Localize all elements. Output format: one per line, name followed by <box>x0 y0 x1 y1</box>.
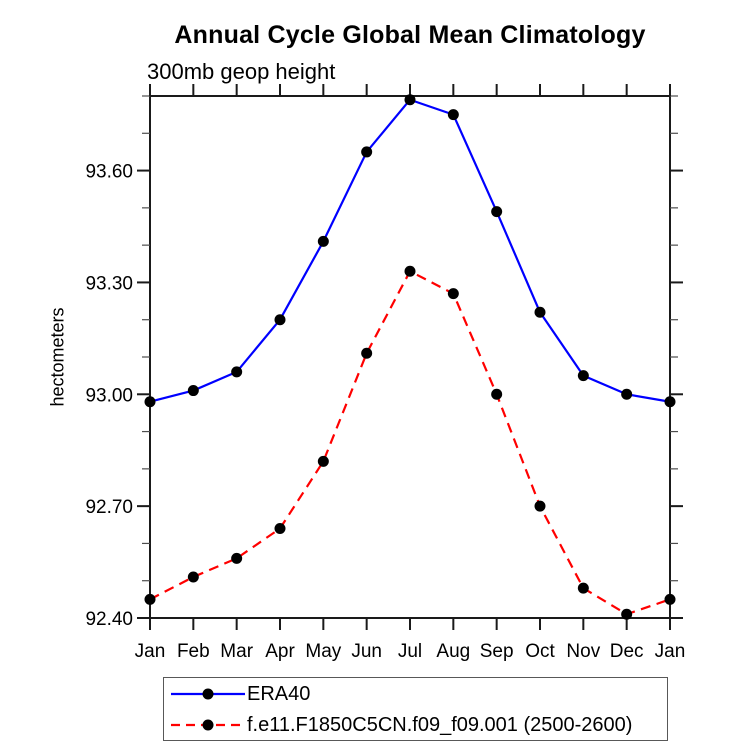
series-marker-1 <box>231 552 243 564</box>
legend-sample-solid-line <box>171 688 245 699</box>
x-tick-label: Dec <box>610 641 644 662</box>
x-tick-label: Sep <box>480 641 514 662</box>
plot-frame <box>149 95 671 619</box>
series-marker-0 <box>187 385 199 397</box>
series-line-0 <box>149 98 671 403</box>
series-marker-0 <box>447 109 459 121</box>
series-line-1 <box>149 270 671 616</box>
series-marker-0 <box>577 370 589 382</box>
y-tick-label: 92.70 <box>85 497 133 518</box>
series-marker-1 <box>187 571 199 583</box>
y-tick-label: 92.40 <box>85 609 133 630</box>
chart-title: Annual Cycle Global Mean Climatology <box>174 21 646 49</box>
series-marker-0 <box>144 396 156 408</box>
series-marker-1 <box>534 500 546 512</box>
series-marker-0 <box>621 388 633 400</box>
series-marker-1 <box>664 593 676 605</box>
legend-marker-model <box>202 719 214 730</box>
series-marker-1 <box>491 388 503 400</box>
x-tick-label: May <box>305 641 341 662</box>
series-marker-0 <box>361 146 373 158</box>
legend-marker-era40 <box>202 688 214 699</box>
series-marker-0 <box>664 396 676 408</box>
x-tick-label: Jan <box>655 641 686 662</box>
x-tick-label: Mar <box>220 641 253 662</box>
y-tick-label: 93.30 <box>85 273 133 294</box>
series-marker-1 <box>274 523 286 535</box>
y-tick-label: 93.60 <box>85 162 133 183</box>
x-tick-label: Jul <box>398 641 422 662</box>
series-marker-1 <box>361 347 373 359</box>
series-marker-0 <box>274 314 286 326</box>
legend-row-era40: ERA40 <box>169 680 667 708</box>
series-marker-1 <box>317 455 329 467</box>
series-marker-0 <box>317 235 329 247</box>
x-tick-label: Aug <box>436 641 470 662</box>
legend-label-era40: ERA40 <box>247 682 311 705</box>
legend-label-model: f.e11.F1850C5CN.f09_f09.001 (2500-2600) <box>247 713 633 736</box>
series-marker-1 <box>621 608 633 620</box>
series-marker-1 <box>577 582 589 594</box>
series-marker-0 <box>404 94 416 106</box>
x-tick-label: Jan <box>135 641 166 662</box>
legend-sample-dashed-line <box>171 719 245 730</box>
legend-box: ERA40 f.e11.F1850C5CN.f09_f09.001 (2500-… <box>163 677 668 741</box>
y-tick-label: 93.00 <box>85 385 133 406</box>
legend-row-model: f.e11.F1850C5CN.f09_f09.001 (2500-2600) <box>169 711 667 739</box>
series-marker-1 <box>447 288 459 300</box>
series-marker-0 <box>534 306 546 318</box>
x-tick-label: Jun <box>351 641 382 662</box>
x-tick-label: Apr <box>265 641 295 662</box>
x-tick-label: Nov <box>566 641 600 662</box>
series-marker-0 <box>491 206 503 218</box>
x-tick-label: Oct <box>525 641 555 662</box>
series-marker-1 <box>144 593 156 605</box>
chart-subtitle: 300mb geop height <box>147 59 336 84</box>
series-marker-0 <box>231 366 243 378</box>
series-marker-1 <box>404 265 416 277</box>
x-tick-label: Feb <box>177 641 210 662</box>
